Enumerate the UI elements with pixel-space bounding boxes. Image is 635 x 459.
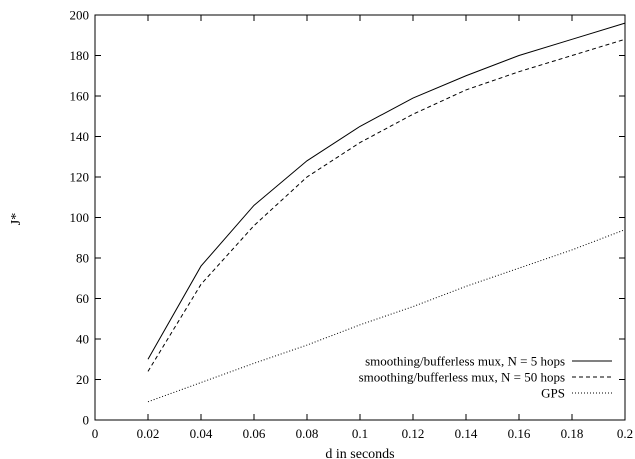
y-tick-label: 60 — [76, 291, 89, 306]
x-tick-label: 0 — [92, 426, 99, 441]
y-axis-title: J* — [9, 213, 24, 225]
x-tick-label: 0.08 — [296, 426, 319, 441]
legend-label: smoothing/bufferless mux, N = 50 hops — [359, 370, 565, 385]
y-tick-label: 20 — [76, 372, 89, 387]
x-tick-label: 0.02 — [137, 426, 160, 441]
x-axis-title: d in seconds — [325, 447, 394, 459]
legend-label: GPS — [541, 386, 565, 401]
x-tick-label: 0.04 — [190, 426, 213, 441]
x-tick-label: 0.16 — [508, 426, 531, 441]
axis-ticks: 0 0.02 0.04 0.06 0.08 0.1 0.12 0.14 0.16 0.18 0.2 0… — [70, 8, 634, 442]
y-tick-label: 200 — [70, 8, 90, 23]
y-tick-label: 40 — [76, 332, 89, 347]
x-tick-label: 0.18 — [561, 426, 584, 441]
series-line-3 — [147, 229, 626, 403]
series-line-2 — [147, 38, 626, 372]
y-tick-label: 0 — [83, 413, 90, 428]
y-tick-label: 120 — [70, 170, 90, 185]
legend-label: smoothing/bufferless mux, N = 5 hops — [365, 354, 565, 369]
x-tick-label: 0.2 — [617, 426, 633, 441]
legend: smoothing/bufferless mux, N = 5 hopssmoo… — [359, 354, 612, 401]
y-tick-label: 140 — [70, 129, 90, 144]
y-tick-label: 80 — [76, 251, 89, 266]
x-tick-label: 0.06 — [243, 426, 266, 441]
y-tick-label: 160 — [70, 89, 90, 104]
x-tick-label: 0.14 — [455, 426, 478, 441]
x-tick-label: 0.1 — [352, 426, 368, 441]
y-tick-label: 100 — [70, 210, 90, 225]
series-line-1 — [147, 22, 626, 360]
x-tick-label: 0.12 — [402, 426, 425, 441]
series-lines — [147, 22, 626, 403]
y-tick-label: 180 — [70, 48, 90, 63]
